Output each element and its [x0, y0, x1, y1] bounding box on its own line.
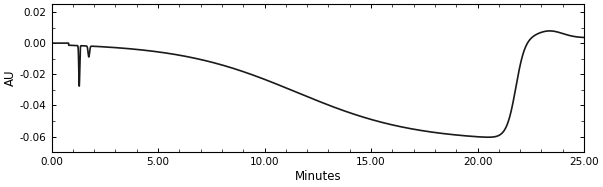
Y-axis label: AU: AU [4, 70, 17, 86]
X-axis label: Minutes: Minutes [294, 170, 341, 183]
